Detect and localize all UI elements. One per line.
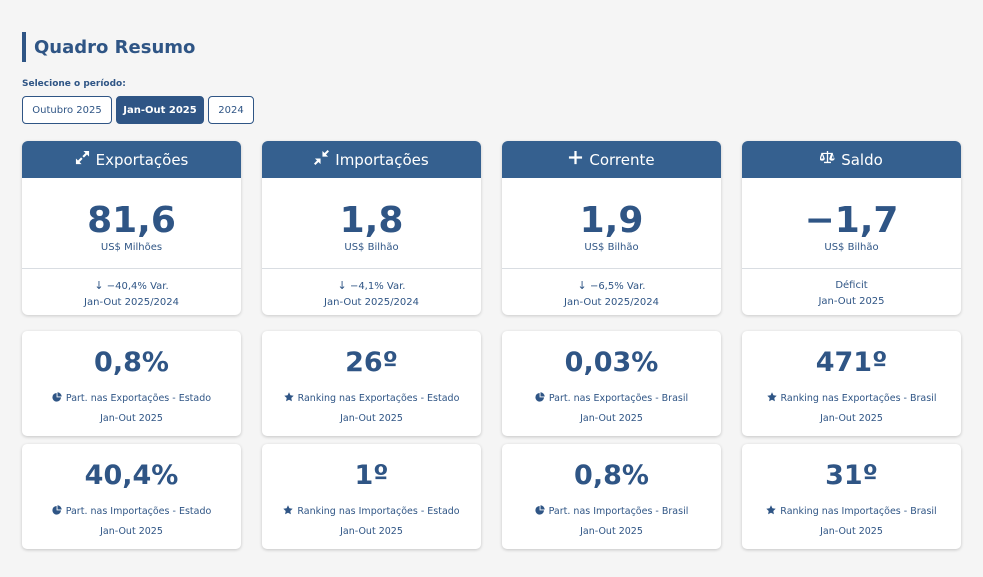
variation-period: Jan-Out 2025/2024	[84, 297, 179, 308]
card-unit: US$ Bilhão	[344, 242, 399, 253]
stat-value: 26º	[345, 347, 398, 378]
stat-label: Ranking nas Exportações - Estado	[297, 393, 460, 404]
variation-text: −6,5% Var.	[589, 281, 646, 292]
card-value: 1,9	[579, 200, 644, 241]
stat-label-row: Part. nas Importações - Estado	[22, 505, 241, 518]
card-title: Corrente	[589, 150, 655, 169]
compress-arrows-icon	[314, 150, 330, 169]
card-unit: US$ Bilhão	[824, 242, 879, 253]
stat-value: 0,8%	[574, 460, 649, 491]
arrow-down-icon: ↓	[337, 279, 347, 292]
stat-label: Ranking nas Importações - Estado	[297, 506, 460, 517]
card-saldo: Saldo −1,7 US$ Bilhão Déficit Jan-Out 20…	[742, 141, 961, 315]
stat-label: Part. nas Exportações - Estado	[65, 393, 212, 404]
pie-chart-icon	[535, 505, 545, 518]
stat-label-row: Ranking nas Exportações - Estado	[262, 392, 481, 405]
page-title: Quadro Resumo	[34, 36, 196, 58]
stat-card: 0,03% Part. nas Exportações - Brasil Jan…	[502, 331, 721, 436]
star-icon	[283, 392, 294, 405]
stat-label-row: Part. nas Exportações - Estado	[22, 392, 241, 405]
stat-value: 0,03%	[564, 347, 659, 378]
star-icon	[283, 505, 294, 518]
card-body: 1,9 US$ Bilhão	[502, 178, 721, 269]
stat-period: Jan-Out 2025	[820, 413, 883, 424]
card-title: Saldo	[841, 150, 883, 169]
stat-period: Jan-Out 2025	[340, 526, 403, 537]
stat-period: Jan-Out 2025	[100, 526, 163, 537]
expand-arrows-icon	[75, 150, 90, 169]
stat-label: Ranking nas Exportações - Brasil	[780, 393, 937, 404]
arrow-down-icon: ↓	[577, 279, 587, 292]
stat-label-row: Part. nas Importações - Brasil	[502, 505, 721, 518]
card-header: Corrente	[502, 141, 721, 178]
variation-period: Jan-Out 2025/2024	[564, 297, 659, 308]
stat-label: Part. nas Exportações - Brasil	[548, 393, 689, 404]
card-footer: Déficit Jan-Out 2025	[742, 269, 961, 310]
stat-label: Part. nas Importações - Brasil	[548, 506, 689, 517]
stat-period: Jan-Out 2025	[820, 526, 883, 537]
card-footer: ↓ −6,5% Var. Jan-Out 2025/2024	[502, 269, 721, 311]
card-title: Importações	[335, 150, 429, 169]
card-body: −1,7 US$ Bilhão	[742, 178, 961, 269]
stat-card: 40,4% Part. nas Importações - Estado Jan…	[22, 444, 241, 549]
stat-period: Jan-Out 2025	[100, 413, 163, 424]
stat-value: 40,4%	[84, 460, 179, 491]
card-header: Saldo	[742, 141, 961, 178]
balance-scale-icon	[819, 150, 835, 169]
stat-value: 0,8%	[94, 347, 169, 378]
card-importacoes: Importações 1,8 US$ Bilhão ↓ −4,1% Var. …	[262, 141, 481, 315]
plus-icon	[568, 150, 583, 169]
card-footer: ↓ −40,4% Var. Jan-Out 2025/2024	[22, 269, 241, 311]
card-header: Exportações	[22, 141, 241, 178]
stat-label-row: Ranking nas Importações - Estado	[262, 505, 481, 518]
page-title-bar: Quadro Resumo	[22, 32, 195, 62]
variation-period: Jan-Out 2025/2024	[324, 297, 419, 308]
period-label: Selecione o período:	[22, 79, 126, 89]
stat-card: 0,8% Part. nas Exportações - Estado Jan-…	[22, 331, 241, 436]
stat-label-row: Ranking nas Importações - Brasil	[742, 505, 961, 518]
star-icon	[766, 392, 777, 405]
stat-value: 31º	[825, 460, 878, 491]
stat-value: 1º	[354, 460, 389, 491]
variation-text: −4,1% Var.	[349, 281, 406, 292]
stat-period: Jan-Out 2025	[340, 413, 403, 424]
card-body: 81,6 US$ Milhões	[22, 178, 241, 269]
card-exportacoes: Exportações 81,6 US$ Milhões ↓ −40,4% Va…	[22, 141, 241, 315]
card-unit: US$ Milhões	[100, 242, 163, 253]
card-value: 1,8	[339, 200, 404, 241]
period-selector: Outubro 2025 Jan-Out 2025 2024	[22, 96, 254, 124]
pie-chart-icon	[52, 505, 62, 518]
stat-value: 471º	[815, 347, 888, 378]
variation-text: −40,4% Var.	[106, 281, 169, 292]
pie-chart-icon	[52, 392, 62, 405]
status-period: Jan-Out 2025	[818, 296, 885, 307]
card-title: Exportações	[95, 150, 189, 169]
card-corrente: Corrente 1,9 US$ Bilhão ↓ −6,5% Var. Jan…	[502, 141, 721, 315]
card-header: Importações	[262, 141, 481, 178]
stat-label-row: Ranking nas Exportações - Brasil	[742, 392, 961, 405]
period-button-outubro-2025[interactable]: Outubro 2025	[22, 96, 112, 124]
star-icon	[766, 505, 776, 518]
arrow-down-icon: ↓	[94, 279, 104, 292]
stat-card: 26º Ranking nas Exportações - Estado Jan…	[262, 331, 481, 436]
stat-card: 1º Ranking nas Importações - Estado Jan-…	[262, 444, 481, 549]
card-footer: ↓ −4,1% Var. Jan-Out 2025/2024	[262, 269, 481, 311]
stat-label-row: Part. nas Exportações - Brasil	[502, 392, 721, 405]
stat-label: Part. nas Importações - Estado	[65, 506, 212, 517]
stat-card: 31º Ranking nas Importações - Brasil Jan…	[742, 444, 961, 549]
card-value: 81,6	[87, 200, 176, 241]
stat-period: Jan-Out 2025	[580, 413, 643, 424]
card-body: 1,8 US$ Bilhão	[262, 178, 481, 269]
card-value: −1,7	[804, 200, 899, 241]
stat-card: 0,8% Part. nas Importações - Brasil Jan-…	[502, 444, 721, 549]
period-button-jan-out-2025[interactable]: Jan-Out 2025	[116, 96, 204, 124]
stat-period: Jan-Out 2025	[580, 526, 643, 537]
status-text: Déficit	[835, 280, 868, 291]
stat-label: Ranking nas Importações - Brasil	[780, 506, 937, 517]
card-unit: US$ Bilhão	[584, 242, 639, 253]
stat-card: 471º Ranking nas Exportações - Brasil Ja…	[742, 331, 961, 436]
pie-chart-icon	[535, 392, 545, 405]
period-button-2024[interactable]: 2024	[208, 96, 254, 124]
